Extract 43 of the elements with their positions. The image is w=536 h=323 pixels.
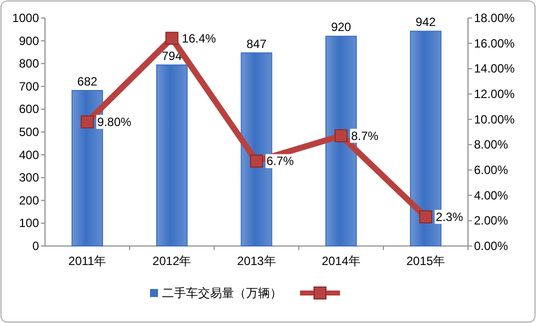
data-label: 8.7% — [351, 128, 379, 143]
bar — [156, 64, 188, 246]
y2-tick-label: 6.00% — [474, 163, 508, 177]
legend-label: 二手车交易量（万辆） — [162, 286, 282, 300]
point — [165, 32, 178, 45]
point — [250, 154, 263, 168]
data-label: 2.3% — [436, 210, 464, 224]
y-tick-label: 300 — [18, 170, 40, 185]
y2-tick-label: 18.00% — [474, 11, 516, 25]
y2-tick-label: 8.00% — [474, 138, 508, 152]
y2-tick-label: 2.00% — [474, 214, 508, 228]
y-tick-label: 600 — [18, 102, 40, 116]
y-tick-label: 100 — [18, 216, 40, 230]
y-tick-label: 900 — [18, 34, 40, 48]
point — [419, 210, 432, 224]
data-label: 942 — [416, 15, 436, 30]
y2-tick-label: 10.00% — [474, 112, 516, 126]
y-tick-label: 1000 — [12, 11, 40, 25]
y2-tick-label: 0.00% — [474, 239, 508, 253]
y-tick-label: 200 — [18, 193, 40, 208]
y-tick-label: 700 — [18, 79, 40, 94]
x-tick-label: 2013年 — [237, 254, 276, 268]
y-tick-label: 800 — [18, 56, 40, 71]
data-label: 9.80% — [97, 114, 132, 129]
y2-tick-label: 16.00% — [474, 36, 516, 50]
x-tick-label: 2012年 — [152, 254, 192, 268]
y-tick-label: 500 — [18, 125, 40, 139]
x-tick-label: 2014年 — [322, 254, 360, 268]
x-tick-label: 2011年 — [68, 254, 106, 268]
point — [334, 129, 348, 142]
y2-tick-label: 14.00% — [474, 62, 516, 76]
y-tick-label: 0 — [32, 239, 40, 253]
y-tick-label: 400 — [18, 148, 40, 162]
legend: 二手车交易量（万辆） — [150, 286, 340, 300]
data-label: 16.4% — [182, 31, 216, 46]
x-tick-label: 2015年 — [406, 254, 446, 268]
data-label: 847 — [246, 36, 267, 51]
data-label: 6.7% — [266, 154, 294, 168]
y2-tick-label: 12.00% — [474, 87, 516, 101]
point — [80, 115, 94, 128]
data-label: 682 — [77, 74, 98, 89]
y2-tick-label: 4.00% — [474, 188, 508, 202]
data-label: 920 — [331, 20, 352, 34]
